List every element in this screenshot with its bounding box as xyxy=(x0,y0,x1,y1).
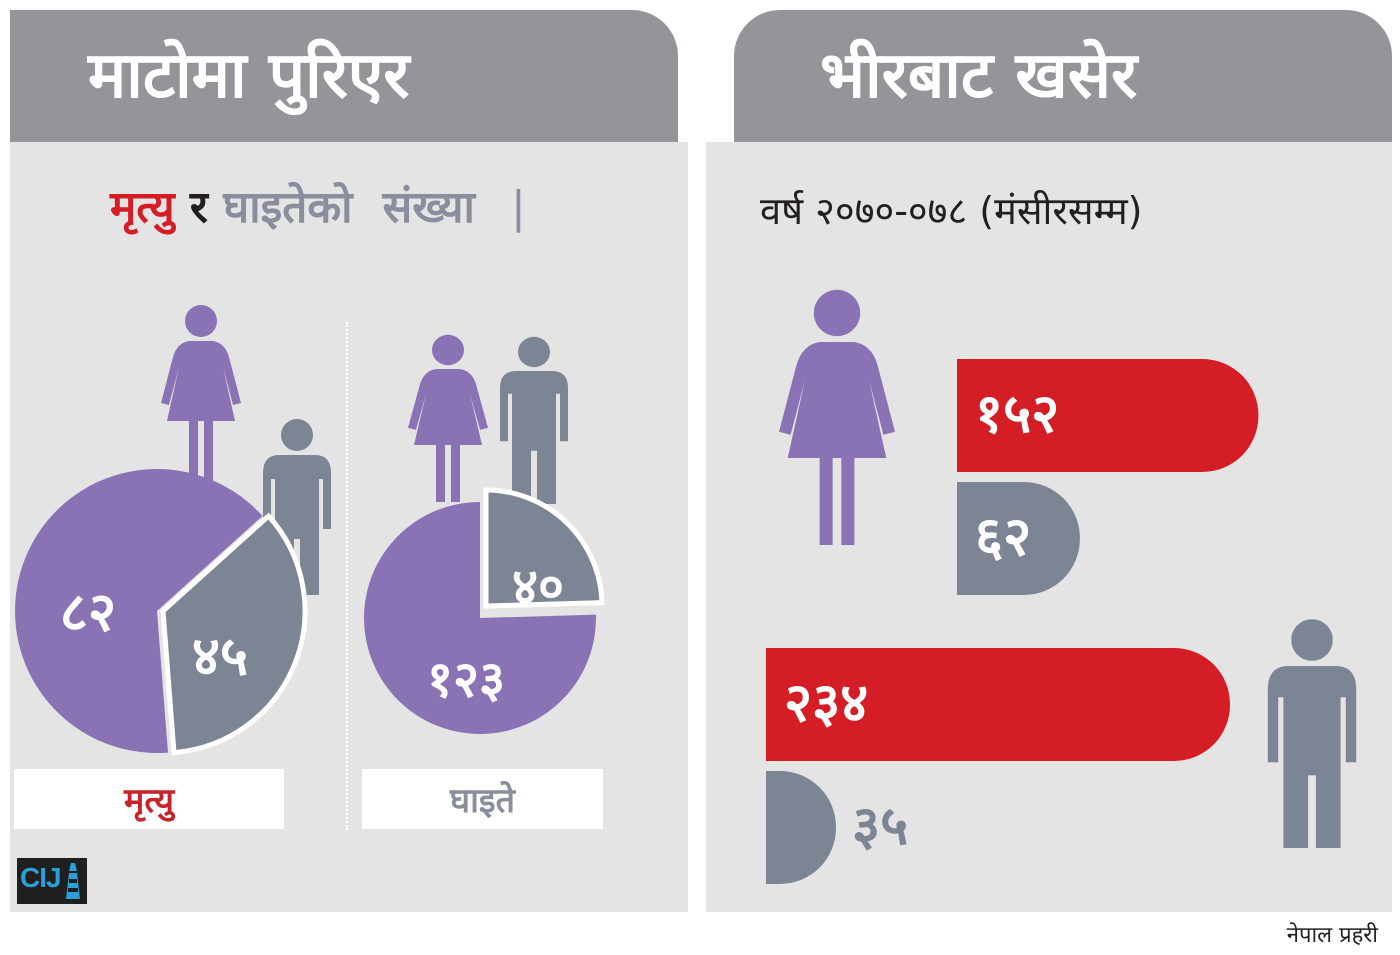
right-header-title: भीरबाट खसेर xyxy=(820,39,1138,113)
subtitle-count: संख्या xyxy=(382,182,475,233)
pie-label-male: ४५ xyxy=(192,625,248,688)
bar-label-male-injured: ३५ xyxy=(852,794,908,857)
bar-label-male-deaths: २३४ xyxy=(784,671,868,734)
pie-label-female: १२३ xyxy=(427,651,505,709)
pie-slice-female xyxy=(14,469,263,753)
pie-deaths: ८२ ४५ xyxy=(14,469,308,756)
bar-male-figure xyxy=(1267,619,1357,848)
right-header-tab xyxy=(734,10,1392,142)
bar-label-female-deaths: १५२ xyxy=(975,382,1059,445)
bar-male-deaths xyxy=(766,648,1230,761)
pie-slice-male xyxy=(160,512,308,756)
subtitle-deaths: मृत्यु xyxy=(110,182,175,233)
source-credit: नेपाल प्रहरी xyxy=(1286,923,1378,948)
cij-logo: CIJ xyxy=(17,858,87,904)
pie1-female-figure xyxy=(161,305,241,481)
pie-label-male: ४० xyxy=(512,558,564,616)
bar-female-figure xyxy=(779,289,895,545)
lighthouse-icon xyxy=(66,863,80,899)
label-injured: घाइते xyxy=(362,769,603,829)
pie2-female-figure xyxy=(408,334,488,502)
subtitle-period: वर्ष २०७०-०७८ (मंसीरसम्म) xyxy=(760,189,1143,233)
cij-logo-text: CIJ xyxy=(20,862,62,893)
pie-slice-female xyxy=(363,502,596,734)
pie2-male-figure xyxy=(500,336,568,504)
left-header-title: माटोमा पुरिएर xyxy=(88,39,410,113)
bar-label-female-injured: ६२ xyxy=(975,505,1031,568)
bar-female-deaths xyxy=(957,359,1259,472)
pie-label-female: ८२ xyxy=(60,581,116,644)
label-deaths: मृत्यु xyxy=(14,769,284,829)
subtitle-and: र xyxy=(189,182,208,233)
center-divider xyxy=(688,298,706,912)
bar-male-injured xyxy=(766,771,836,884)
left-header-tab xyxy=(10,10,678,142)
pie-slice-male xyxy=(483,487,605,609)
subtitle-separator: | xyxy=(510,182,526,233)
bar-chart: १५२ ६२ २३४ ३५ xyxy=(766,359,1259,884)
subtitle: मृत्यु र घाइतेको संख्या | xyxy=(110,186,554,230)
bar-female-injured xyxy=(957,482,1080,595)
pie-separator xyxy=(346,322,348,830)
subtitle-injured: घाइतेको xyxy=(223,182,353,233)
